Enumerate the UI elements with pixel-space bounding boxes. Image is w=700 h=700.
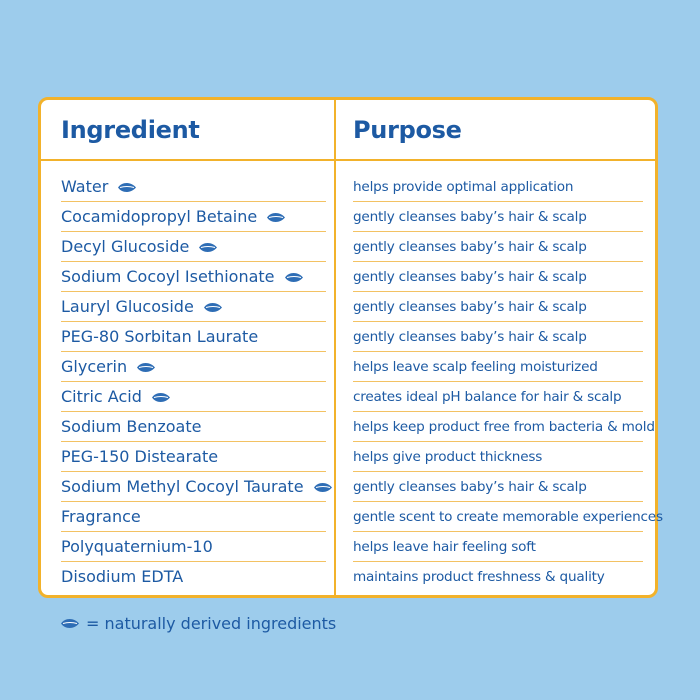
row-divider [353,351,643,352]
purpose-cell: gently cleanses baby’s hair & scalp [353,209,587,225]
row-divider [61,261,326,262]
row-divider [61,381,326,382]
row-divider [353,261,643,262]
table-row: Lauryl Glucoside gently cleanses baby’s h… [41,292,655,322]
purpose-cell: gently cleanses baby’s hair & scalp [353,299,587,315]
leaf-icon [198,242,218,253]
ingredient-name: Sodium Methyl Cocoyl Taurate [61,477,304,496]
purpose-cell: gently cleanses baby’s hair & scalp [353,329,587,345]
leaf-icon [203,302,223,313]
leaf-icon [136,362,156,373]
ingredient-cell: Polyquaternium-10 [61,532,213,562]
row-divider [61,501,326,502]
table-row: Polyquaternium-10 helps leave hair feelin… [41,532,655,562]
leaf-icon [60,618,80,629]
purpose-cell: gently cleanses baby’s hair & scalp [353,269,587,285]
header-purpose: Purpose [353,116,462,144]
ingredient-name: Disodium EDTA [61,567,184,586]
row-divider [61,351,326,352]
row-divider [61,471,326,472]
row-divider [61,321,326,322]
row-divider [353,201,643,202]
row-divider [353,561,643,562]
row-divider [353,531,643,532]
leaf-icon [284,272,304,283]
row-divider [61,561,326,562]
ingredient-name: Sodium Cocoyl Isethionate [61,267,275,286]
purpose-cell: helps give product thickness [353,449,543,465]
ingredient-cell: Glycerin [61,352,156,382]
row-divider [353,231,643,232]
row-divider [353,411,643,412]
table-row: PEG-150 Distearate helps give product thi… [41,442,655,472]
row-divider [353,321,643,322]
row-divider [61,411,326,412]
ingredient-cell: Water [61,172,137,202]
ingredient-cell: Sodium Benzoate [61,412,201,442]
leaf-icon [117,182,137,193]
leaf-icon [266,212,286,223]
row-divider [353,501,643,502]
table-row: PEG-80 Sorbitan Laurate gently cleanses b… [41,322,655,352]
purpose-cell: helps provide optimal application [353,179,574,195]
table-row: Decyl Glucoside gently cleanses baby’s ha… [41,232,655,262]
ingredient-cell: Cocamidopropyl Betaine [61,202,286,232]
header-divider [41,159,655,161]
row-divider [61,291,326,292]
ingredient-name: Sodium Benzoate [61,417,202,436]
row-divider [353,471,643,472]
row-divider [61,441,326,442]
purpose-cell: maintains product freshness & quality [353,569,605,585]
purpose-cell: helps keep product free from bacteria & … [353,419,655,435]
row-divider [61,231,326,232]
legend: = naturally derived ingredients [60,614,336,633]
ingredient-name: Decyl Glucoside [61,237,190,256]
ingredient-name: Polyquaternium-10 [61,537,213,556]
column-divider [334,100,336,595]
row-divider [353,291,643,292]
row-divider [353,441,643,442]
ingredient-cell: Lauryl Glucoside [61,292,223,322]
ingredient-cell: PEG-150 Distearate [61,442,218,472]
ingredient-cell: PEG-80 Sorbitan Laurate [61,322,258,352]
ingredient-name: Water [61,177,109,196]
row-divider [61,201,326,202]
legend-text: = naturally derived ingredients [86,614,337,633]
ingredient-name: Cocamidopropyl Betaine [61,207,258,226]
table-row: Sodium Methyl Cocoyl Taurate gently clean… [41,472,655,502]
ingredient-cell: Disodium EDTA [61,562,183,592]
ingredient-name: Lauryl Glucoside [61,297,194,316]
header-ingredient: Ingredient [61,116,200,144]
leaf-icon [313,482,333,493]
leaf-icon [151,392,171,403]
table-row: Sodium Cocoyl Isethionate gently cleanses… [41,262,655,292]
table-row: Disodium EDTA maintains product freshness… [41,562,655,592]
ingredient-cell: Decyl Glucoside [61,232,218,262]
table-row: Citric Acid creates ideal pH balance for … [41,382,655,412]
table-row: Sodium Benzoate helps keep product free f… [41,412,655,442]
ingredient-name: Citric Acid [61,387,142,406]
purpose-cell: gently cleanses baby’s hair & scalp [353,479,587,495]
purpose-cell: helps leave hair feeling soft [353,539,536,555]
table-row: Glycerin helps leave scalp feeling moistu… [41,352,655,382]
ingredients-table: Ingredient Purpose Water helps provide op… [38,97,663,598]
purpose-cell: helps leave scalp feeling moisturized [353,359,598,375]
ingredient-name: PEG-80 Sorbitan Laurate [61,327,259,346]
table-row: Fragrance gentle scent to create memorabl… [41,502,663,532]
ingredient-name: Glycerin [61,357,128,376]
table-row: Water helps provide optimal application [41,172,655,202]
row-divider [61,531,326,532]
ingredient-name: PEG-150 Distearate [61,447,219,466]
ingredient-cell: Sodium Methyl Cocoyl Taurate [61,472,333,502]
purpose-cell: gently cleanses baby’s hair & scalp [353,239,587,255]
ingredient-cell: Fragrance [61,502,141,532]
row-divider [353,381,643,382]
purpose-cell: gentle scent to create memorable experie… [353,509,663,525]
table-row: Cocamidopropyl Betaine gently cleanses ba… [41,202,655,232]
ingredient-cell: Citric Acid [61,382,171,412]
purpose-cell: creates ideal pH balance for hair & scal… [353,389,622,405]
ingredient-cell: Sodium Cocoyl Isethionate [61,262,304,292]
ingredient-name: Fragrance [61,507,141,526]
